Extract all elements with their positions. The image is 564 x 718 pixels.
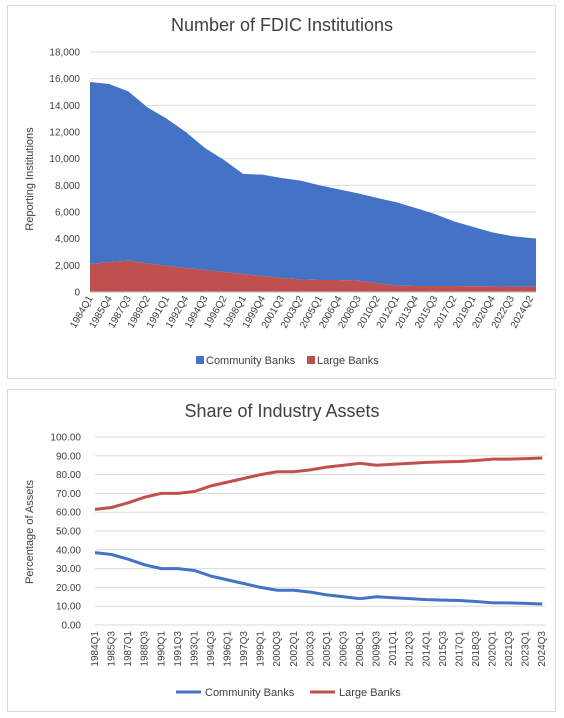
- assets-share-chart-panel: Share of Industry Assets Percentage of A…: [7, 389, 556, 712]
- x-tick-label: 1990Q1: [156, 631, 167, 667]
- y-tick-label: 6,000: [55, 208, 80, 219]
- x-tick-label: 2024Q3: [537, 631, 548, 667]
- x-tick-label: 1991Q3: [173, 631, 184, 667]
- legend-swatch-community-banks: [196, 356, 204, 364]
- x-tick-label: 2020Q1: [488, 631, 499, 667]
- y-tick-label: 70.00: [56, 489, 81, 500]
- y-tick-label: 60.00: [56, 508, 81, 519]
- line-large-banks: [94, 456, 543, 511]
- y-tick-label: 100.00: [50, 433, 81, 444]
- x-tick-label: 2011Q1: [388, 631, 399, 666]
- x-tick-label: 2006Q3: [338, 631, 349, 667]
- x-tick-label: 1993Q1: [189, 631, 200, 667]
- y-tick-label: 90.00: [56, 451, 81, 462]
- x-tick-label: 1987Q1: [123, 631, 134, 667]
- x-tick-label: 1988Q3: [140, 631, 151, 667]
- x-tick-label: 2023Q1: [521, 631, 532, 667]
- legend: Community Banks Large Banks: [176, 687, 401, 699]
- institutions-chart-panel: Number of FDIC Institutions Reporting In…: [7, 5, 556, 379]
- x-tick-label: 2012Q3: [405, 631, 416, 667]
- x-tick-label: 1999Q1: [256, 631, 267, 667]
- x-tick-label: 1985Q3: [107, 631, 118, 667]
- assets-share-chart: Share of Industry Assets Percentage of A…: [24, 401, 548, 699]
- y-tick-label: 30.00: [56, 564, 81, 575]
- y-tick-label: 10,000: [49, 154, 80, 165]
- legend-label-community-banks: Community Banks: [205, 687, 295, 699]
- x-tick-label: 2009Q3: [372, 631, 383, 667]
- x-tick-label: 2018Q3: [471, 631, 482, 667]
- x-tick-label: 1984Q1: [90, 631, 101, 667]
- x-tick-label: 2017Q1: [454, 631, 465, 667]
- x-tick-label: 2008Q1: [355, 631, 366, 667]
- area-community-banks: [90, 82, 536, 287]
- institutions-chart: Number of FDIC Institutions Reporting In…: [24, 15, 536, 367]
- y-axis-label: Reporting Institutions: [24, 127, 36, 231]
- x-tick-label: 2002Q1: [289, 631, 300, 667]
- x-tick-label: 2005Q1: [322, 631, 333, 667]
- y-axis-label: Percentage of Assets: [24, 480, 36, 584]
- x-tick-label: 1994Q3: [206, 631, 217, 667]
- legend: Community Banks Large Banks: [196, 355, 379, 367]
- y-tick-label: 20.00: [56, 583, 81, 594]
- legend-label-community-banks: Community Banks: [206, 355, 296, 367]
- y-tick-label: 50.00: [56, 527, 81, 538]
- y-tick-label: 0: [74, 288, 80, 299]
- y-tick-label: 18,000: [49, 48, 80, 59]
- line-community-banks: [94, 551, 543, 606]
- y-tick-label: 80.00: [56, 470, 81, 481]
- x-tick-label: 2014Q1: [421, 631, 432, 667]
- y-tick-label: 40.00: [56, 545, 81, 556]
- y-tick-label: 16,000: [49, 74, 80, 85]
- x-tick-label: 2000Q3: [272, 631, 283, 667]
- y-tick-label: 2,000: [55, 261, 80, 272]
- area-large-banks: [90, 260, 536, 292]
- x-tick-label: 2003Q3: [305, 631, 316, 667]
- x-tick-label: 1997Q3: [239, 631, 250, 667]
- y-tick-label: 4,000: [55, 234, 80, 245]
- x-tick-label: 2015Q3: [438, 631, 449, 667]
- chart-title: Number of FDIC Institutions: [171, 15, 393, 35]
- x-tick-label: 2021Q3: [504, 631, 515, 667]
- x-tick-label: 1996Q1: [223, 631, 234, 667]
- y-tick-label: 14,000: [49, 101, 80, 112]
- y-tick-label: 8,000: [55, 181, 80, 192]
- y-tick-label: 12,000: [49, 128, 80, 139]
- y-tick-label: 0.00: [62, 621, 82, 632]
- y-tick-label: 10.00: [56, 602, 81, 613]
- chart-title: Share of Industry Assets: [184, 401, 379, 421]
- legend-swatch-large-banks: [307, 356, 315, 364]
- legend-label-large-banks: Large Banks: [317, 355, 379, 367]
- legend-label-large-banks: Large Banks: [339, 687, 401, 699]
